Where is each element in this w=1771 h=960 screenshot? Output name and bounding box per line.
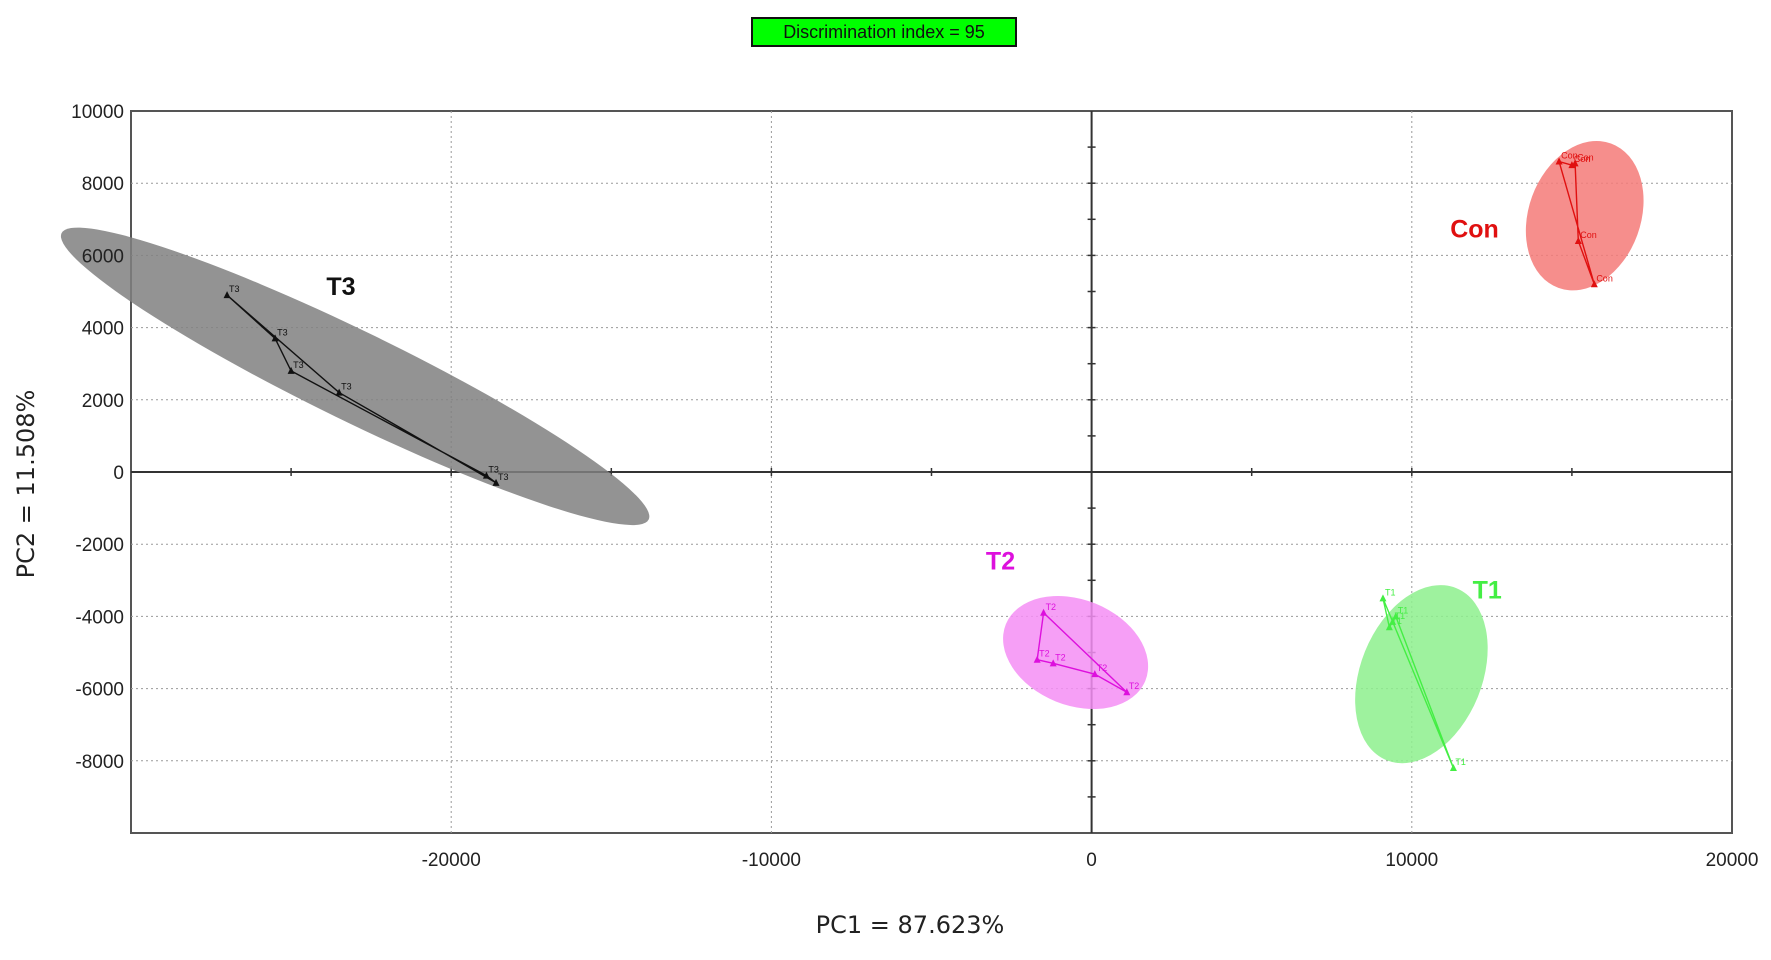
point-t3 xyxy=(492,478,500,486)
point-t1 xyxy=(1392,612,1400,620)
point-t1 xyxy=(1385,623,1393,631)
zero-axes xyxy=(131,111,1732,833)
point-t1 xyxy=(1449,764,1457,772)
point-label-t2: T2 xyxy=(1097,663,1108,673)
point-t2 xyxy=(1123,688,1131,696)
point-label-t3: T3 xyxy=(498,472,509,482)
point-label-t1: T1 xyxy=(1395,611,1406,621)
point-t1 xyxy=(1379,594,1387,602)
point-label-t3: T3 xyxy=(277,327,288,337)
point-label-t1: T1 xyxy=(1391,616,1402,626)
ellipse-con xyxy=(1525,140,1644,291)
group-ellipses xyxy=(60,140,1644,764)
ellipse-t3 xyxy=(60,227,650,526)
discrimination-index-badge: Discrimination index = 95 xyxy=(751,17,1017,47)
hull-con xyxy=(1558,160,1595,285)
point-label-t1: T1 xyxy=(1455,757,1466,767)
point-label-con: Con xyxy=(1580,230,1597,240)
point-con xyxy=(1574,236,1582,244)
point-con xyxy=(1590,280,1598,288)
point-con xyxy=(1555,157,1563,165)
group-label-con: Con xyxy=(1450,215,1499,243)
point-t3 xyxy=(271,334,279,342)
point-t3 xyxy=(287,366,295,374)
y-tick-label: -8000 xyxy=(75,752,124,773)
point-label-t2: T2 xyxy=(1055,652,1066,662)
group-label-t1: T1 xyxy=(1473,576,1502,604)
y-tick-label: -4000 xyxy=(75,607,124,628)
point-con xyxy=(1568,161,1576,169)
y-axis-title: PC2 = 11.508% xyxy=(12,390,40,579)
point-label-con: Con xyxy=(1596,273,1613,283)
x-tick-label: -10000 xyxy=(742,850,801,871)
point-t2 xyxy=(1040,608,1048,616)
ellipse-t2 xyxy=(1003,595,1149,710)
point-label-t3: T3 xyxy=(229,284,240,294)
point-label-con: Con xyxy=(1574,154,1591,164)
y-tick-label: 2000 xyxy=(82,391,124,412)
point-label-t1: T1 xyxy=(1398,605,1409,615)
point-t2 xyxy=(1049,659,1057,667)
y-tick-labels: 10000 8000 6000 4000 2000 0 -2000 -4000 -6000 -80… xyxy=(71,102,124,773)
y-tick-label: 4000 xyxy=(82,319,124,340)
point-label-t1: T1 xyxy=(1385,587,1396,597)
point-label-t2: T2 xyxy=(1046,602,1057,612)
point-label-t2: T2 xyxy=(1129,681,1140,691)
point-label-t2: T2 xyxy=(1039,649,1050,659)
point-label-t3: T3 xyxy=(341,382,352,392)
y-tick-label: 6000 xyxy=(82,246,124,267)
hull-t2 xyxy=(1036,612,1128,693)
y-tick-label: -2000 xyxy=(75,535,124,556)
group-label-t3: T3 xyxy=(326,273,355,301)
point-t3 xyxy=(223,291,231,299)
y-tick-label: 8000 xyxy=(82,174,124,195)
y-tick-label: 10000 xyxy=(71,102,124,123)
point-t2 xyxy=(1091,670,1099,678)
x-tick-label: 10000 xyxy=(1385,850,1438,871)
point-t3 xyxy=(482,471,490,479)
point-t2 xyxy=(1033,655,1041,663)
point-label-con: Con xyxy=(1561,151,1578,161)
point-con xyxy=(1571,159,1579,167)
point-t1 xyxy=(1389,617,1397,625)
point-t3 xyxy=(335,388,343,396)
y-tick-label: -6000 xyxy=(75,680,124,701)
point-label-t3: T3 xyxy=(488,465,499,475)
x-tick-label: 20000 xyxy=(1706,850,1759,871)
x-tick-label: -20000 xyxy=(422,850,481,871)
y-tick-label: 0 xyxy=(113,463,124,484)
group-label-t2: T2 xyxy=(986,547,1015,575)
group-labels: T3 Con T2 T1 xyxy=(326,215,1502,604)
x-tick-labels: -20000 -10000 0 10000 20000 xyxy=(422,850,1759,871)
x-tick-label: 0 xyxy=(1086,850,1097,871)
point-label-t3: T3 xyxy=(293,360,304,370)
point-label-con: Con xyxy=(1577,152,1594,162)
x-axis-title: PC1 = 87.623% xyxy=(816,911,1005,939)
